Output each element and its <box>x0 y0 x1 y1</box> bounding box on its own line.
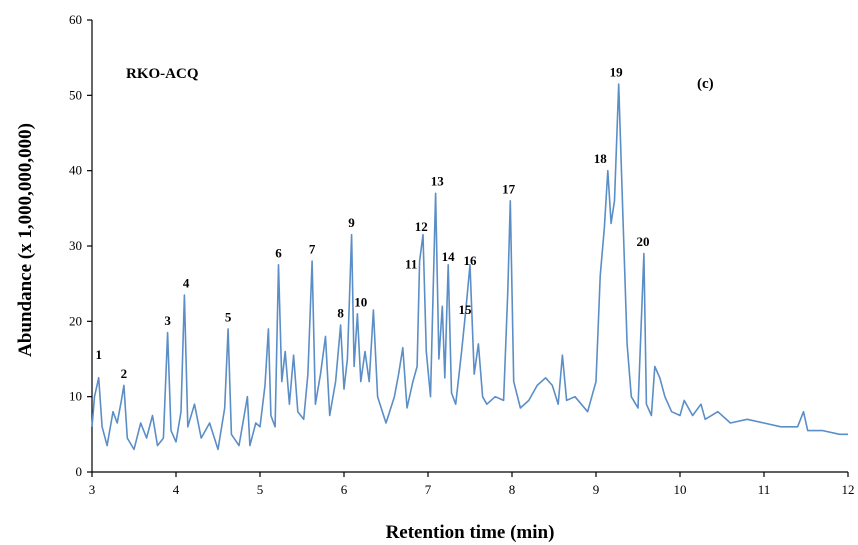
y-tick-label: 20 <box>69 313 82 328</box>
y-tick-label: 60 <box>69 12 82 27</box>
x-tick-label: 8 <box>509 482 516 497</box>
peak-label: 6 <box>275 245 282 260</box>
peak-label: 15 <box>458 302 472 317</box>
x-tick-label: 9 <box>593 482 600 497</box>
y-tick-label: 0 <box>76 464 83 479</box>
axes <box>91 20 848 473</box>
peak-label: 12 <box>415 219 428 234</box>
peak-label: 13 <box>431 174 445 189</box>
peak-label: 5 <box>225 309 232 324</box>
x-tick-label: 3 <box>89 482 96 497</box>
x-tick-label: 5 <box>257 482 264 497</box>
sample-label: RKO-ACQ <box>126 66 199 82</box>
peak-label: 19 <box>610 65 624 80</box>
x-axis-title: Retention time (min) <box>386 522 555 543</box>
peak-label: 8 <box>337 306 344 321</box>
x-tick-label: 12 <box>842 482 855 497</box>
peak-label: 17 <box>502 181 516 196</box>
peak-label: 10 <box>354 294 367 309</box>
y-tick-label: 50 <box>69 87 82 102</box>
peak-label: 2 <box>121 366 128 381</box>
y-axis-title: Abundance (x 1,000,000,000) <box>15 123 36 357</box>
x-tick-label: 6 <box>341 482 348 497</box>
peak-label: 20 <box>637 234 650 249</box>
y-tick-label: 10 <box>69 389 82 404</box>
peak-label: 3 <box>164 313 171 328</box>
series <box>91 83 848 451</box>
peak-label: 1 <box>95 347 102 362</box>
y-tick-label: 30 <box>69 238 82 253</box>
peak-label: 14 <box>442 249 456 264</box>
x-tick-label: 11 <box>758 482 771 497</box>
y-tick-label: 40 <box>69 163 82 178</box>
peak-label: 18 <box>594 151 608 166</box>
peak-label: 7 <box>309 242 316 257</box>
peak-label: 9 <box>348 215 355 230</box>
panel-label: (c) <box>697 76 714 92</box>
peak-label: 16 <box>464 253 478 268</box>
x-tick-label: 4 <box>173 482 180 497</box>
series-line <box>91 83 848 451</box>
x-tick-label: 10 <box>674 482 687 497</box>
peak-label: 4 <box>183 275 190 290</box>
x-tick-label: 7 <box>425 482 432 497</box>
peak-label: 11 <box>405 257 417 272</box>
